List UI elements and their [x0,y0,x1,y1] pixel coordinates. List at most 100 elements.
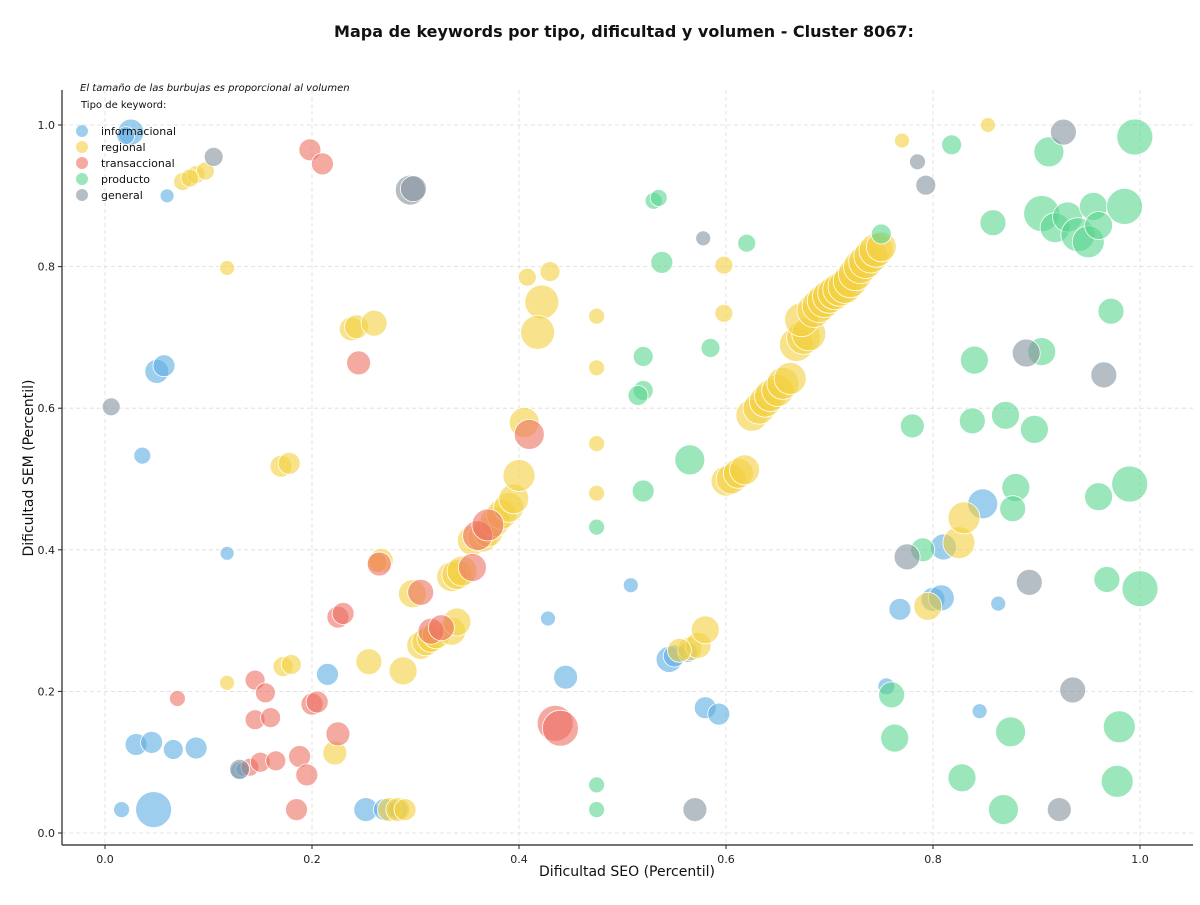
bubble-informacional [184,736,208,760]
bubble-transaccional [457,553,487,582]
bubble-informacional [152,354,176,378]
tick-layer: 0.0 0.0 0.2 0.2 0.4 0.4 0.6 0.6 0.8 0.8 1.0 1.0 [38,119,1149,866]
bubble-regional [714,303,734,323]
axes [61,90,1193,846]
bubble-producto [870,223,892,245]
bubble-producto [995,716,1026,748]
bubble-producto [1084,211,1113,240]
bubble-regional [360,309,388,337]
bubble-informacional [135,791,173,828]
bubble-regional [947,501,981,535]
bubble-general [915,174,937,196]
bubble-regional [517,267,537,287]
y-tick-label: 0.4 [38,544,56,557]
bubble-informacional [971,703,988,720]
bubble-regional [667,637,692,663]
bubble-transaccional [310,152,334,176]
bubble-producto [941,134,962,156]
bubble-informacional [219,545,235,561]
bubble-producto [631,479,655,503]
bubble-transaccional [366,551,392,577]
chart-title: Mapa de keywords por tipo, dificultad y … [334,22,914,41]
bubble-producto [958,407,986,435]
bubble-transaccional [254,682,276,704]
bubble-producto [649,188,668,207]
bubble-regional [588,484,605,502]
legend-marker-regional [76,141,88,153]
bubble-producto [899,413,925,439]
bubble-general [682,797,708,822]
legend-label-general: general [101,189,143,202]
bubble-regional [714,255,734,275]
bubble-general [229,758,251,780]
bubble-transaccional [168,690,186,707]
bubble-producto [999,495,1027,523]
bubble-informacional [116,126,136,146]
bubble-layer [101,117,1159,828]
bubble-transaccional [427,614,455,642]
bubble-regional [355,648,383,676]
bubble-producto [588,776,605,794]
bubble-regional [524,284,560,320]
bubble-general [1059,676,1087,704]
bubble-regional [913,592,943,621]
x-tick-label: 0.4 [510,853,528,866]
bubble-regional [773,362,807,395]
bubble-producto [1121,570,1159,608]
bubble-producto [1093,566,1121,593]
bubble-producto [1116,118,1154,156]
bubble-producto [700,338,721,358]
bubble-producto [674,444,706,476]
y-tick-label: 0.0 [38,827,56,840]
x-tick-label: 0.2 [303,853,321,866]
bubble-informacional [316,663,339,686]
bubble-transaccional [305,690,329,714]
bubble-producto [979,209,1007,237]
bubble-regional [690,615,720,645]
y-tick-label: 0.8 [38,261,56,274]
y-tick-label: 0.6 [38,402,56,415]
bubble-informacional [140,731,164,754]
legend-title: Tipo de keyword: [80,100,166,111]
bubble-transaccional [325,721,351,747]
bubble-regional [588,359,605,377]
bubble-producto [1020,414,1049,444]
bubble-transaccional [471,508,505,542]
bubble-regional [388,656,418,686]
bubble-producto [960,345,989,375]
bubble-transaccional [542,709,579,747]
bubble-general [101,397,121,417]
bubble-producto [588,518,605,536]
bubble-transaccional [346,350,372,376]
bubble-general [695,230,712,247]
legend-marker-producto [76,173,88,185]
legend: informacional regional transaccional produc… [76,125,176,202]
x-tick-label: 1.0 [1131,853,1149,866]
bubble-general [1015,569,1043,596]
bubble-producto [627,385,649,406]
x-tick-label: 0.6 [717,853,735,866]
bubble-transaccional [513,418,545,450]
bubble-general [1011,338,1041,368]
bubble-producto [1084,482,1113,512]
y-tick-label: 0.2 [38,685,56,698]
bubble-regional [539,261,561,283]
bubble-general [1050,118,1077,146]
bubble-informacional [622,577,639,594]
bubble-producto [737,233,757,253]
x-tick-label: 0.8 [924,853,942,866]
bubble-producto [880,723,910,753]
bubble-regional [219,260,236,276]
bubble-general [1090,361,1118,389]
bubble-informacional [162,739,184,760]
x-axis-label: Dificultad SEO (Percentil) [539,864,715,880]
legend-marker-informacional [76,125,88,137]
bubble-producto [1102,710,1136,744]
y-axis-label: Dificultad SEM (Percentil) [21,380,37,557]
bubble-regional [520,314,555,350]
bubble-informacional [888,597,912,621]
legend-label-informacional: informacional [101,125,176,138]
bubble-transaccional [295,763,319,787]
bubble-informacional [990,595,1007,612]
